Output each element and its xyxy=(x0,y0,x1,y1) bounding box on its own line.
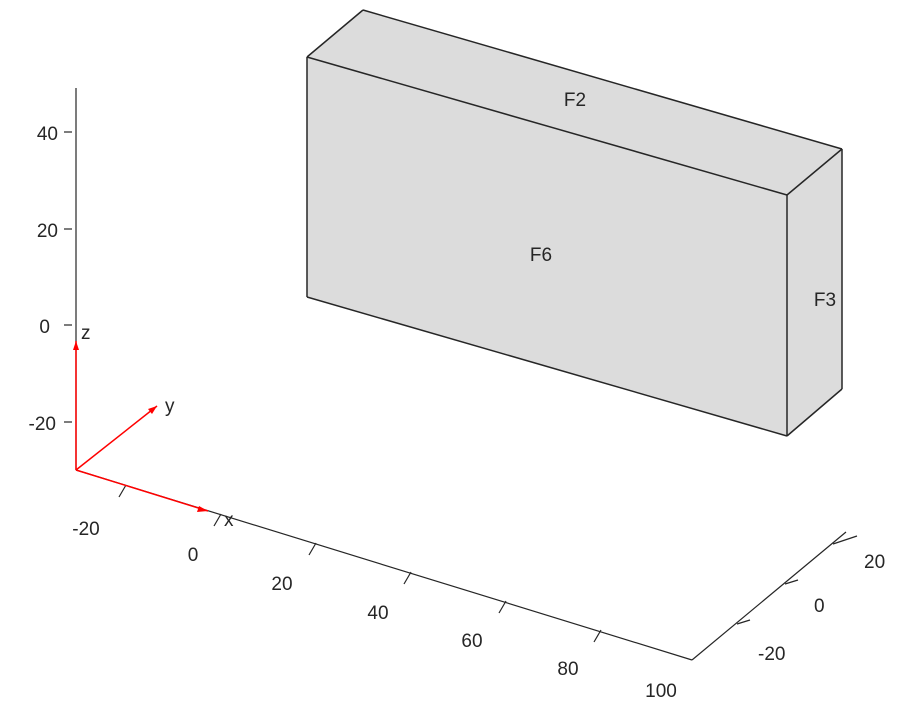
y-tick-neg20 xyxy=(736,619,751,625)
z-tick-label-0: 0 xyxy=(39,317,50,338)
y-tick-label-neg20: -20 xyxy=(758,644,785,665)
x-tick-label-40: 40 xyxy=(367,603,388,624)
z-tick-label-40: 40 xyxy=(37,124,58,145)
x-tick-label-60: 60 xyxy=(461,631,482,652)
face-label-f3: F3 xyxy=(814,290,836,311)
face-f6 xyxy=(307,57,787,436)
x-tick-40 xyxy=(403,571,412,585)
box-edge xyxy=(362,9,843,150)
x-tick-80 xyxy=(593,629,602,643)
face-f2 xyxy=(307,10,842,195)
triad-label-x: x xyxy=(224,510,234,531)
box-edge xyxy=(306,56,788,196)
z-tick-label-neg20: -20 xyxy=(29,414,56,435)
x-tick-neg20 xyxy=(118,484,127,498)
box-edge xyxy=(306,296,788,437)
coordinate-triad: x y z xyxy=(73,323,234,531)
triad-label-z: z xyxy=(81,323,91,344)
x-tick-60 xyxy=(498,600,507,614)
x-tick-label-0: 0 xyxy=(188,545,199,566)
x-tick-label-20: 20 xyxy=(271,574,292,595)
face-f3 xyxy=(787,149,842,436)
box-edge xyxy=(786,388,843,437)
x-tick-label-100: 100 xyxy=(645,681,677,702)
z-axis: 40 20 0 -20 xyxy=(29,88,77,470)
face-label-f2: F2 xyxy=(564,90,586,111)
box-geometry: F2 F6 F3 xyxy=(306,9,843,437)
triad-label-y: y xyxy=(165,396,175,417)
triad-y-arrowhead xyxy=(148,406,157,414)
triad-y-arrow xyxy=(75,405,158,471)
x-axis: -20 0 20 40 60 80 100 xyxy=(72,469,693,702)
z-tick-label-20: 20 xyxy=(37,221,58,242)
box-edge xyxy=(306,9,364,58)
x-tick-label-neg20: -20 xyxy=(72,519,99,540)
y-tick-label-20: 20 xyxy=(864,552,885,573)
x-tick-0 xyxy=(213,513,222,527)
face-label-f6: F6 xyxy=(530,245,552,266)
x-tick-20 xyxy=(308,542,317,556)
y-tick-label-0: 0 xyxy=(814,596,825,617)
triad-z-arrowhead xyxy=(73,341,79,350)
y-axis: 20 0 -20 xyxy=(691,531,885,665)
y-tick-0 xyxy=(784,579,799,585)
triad-x-arrow xyxy=(75,469,209,512)
y-tick-20 xyxy=(832,535,858,545)
triad-x-arrowhead xyxy=(197,506,208,512)
y-axis-line xyxy=(691,531,847,661)
box-edge xyxy=(786,148,843,196)
x-tick-label-80: 80 xyxy=(557,659,578,680)
